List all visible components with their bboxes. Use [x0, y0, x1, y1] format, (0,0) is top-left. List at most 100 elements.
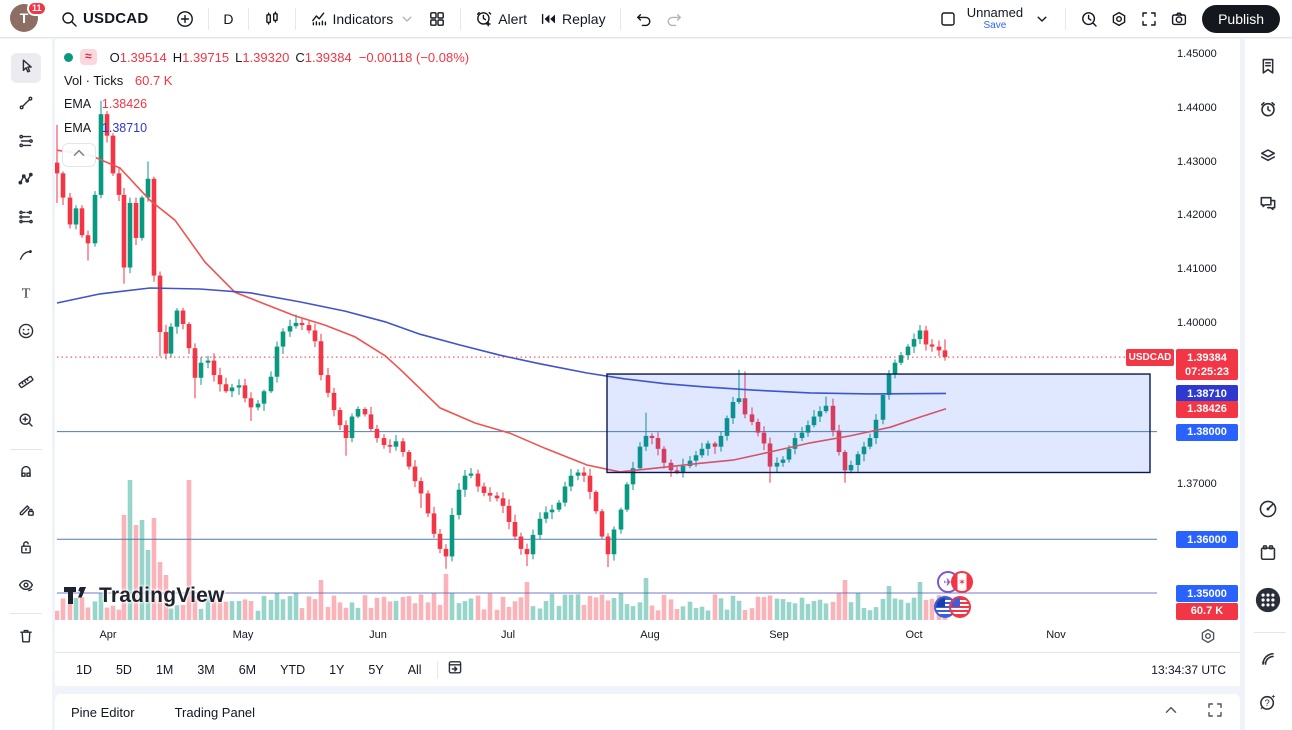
symbol-tag: USDCAD	[1126, 349, 1174, 367]
candlestick-plot[interactable]	[55, 39, 1240, 652]
ema-value: 1.38710	[101, 121, 148, 135]
range-1y-button[interactable]: 1Y	[329, 662, 345, 677]
ohlc-key: L	[235, 49, 243, 65]
redo-icon	[665, 10, 683, 28]
zoom-in-tool[interactable]	[11, 407, 41, 437]
interval-button[interactable]: D	[217, 7, 239, 31]
measure-tool[interactable]	[11, 369, 41, 399]
go-to-date-icon	[446, 658, 464, 681]
ema-rows: EMA 1.38426 EMA 1.38710	[64, 97, 469, 137]
fullscreen-button[interactable]	[1134, 6, 1164, 32]
range-5y-button[interactable]: 5Y	[368, 662, 384, 677]
range-5d-button[interactable]: 5D	[115, 662, 132, 677]
redo-button[interactable]	[659, 6, 689, 32]
sidebar-hotlists-button[interactable]	[1253, 143, 1283, 173]
watchlist-icon	[1258, 56, 1278, 81]
draw-mode-icon	[17, 500, 35, 523]
remove-objects-tool[interactable]	[11, 623, 41, 653]
economic-event-us-flag-icon[interactable]	[949, 596, 971, 618]
symbol-search-button[interactable]: USDCAD	[54, 6, 154, 32]
alert-button[interactable]: Alert	[469, 6, 533, 32]
drawing-toolbar: T	[0, 39, 52, 730]
ema-fast-line[interactable]	[56, 149, 947, 473]
emoji-tool[interactable]	[11, 318, 41, 348]
magnet-icon	[17, 462, 35, 485]
range-3m-button[interactable]: 3M	[197, 662, 215, 677]
undo-button[interactable]	[629, 6, 659, 32]
time-axis-month: Jul	[500, 629, 516, 641]
trend-line-tool[interactable]	[11, 90, 41, 120]
range-6m-button[interactable]: 6M	[238, 662, 257, 677]
text-tool[interactable]: T	[11, 280, 41, 310]
save-link[interactable]: Save	[983, 19, 1007, 31]
chart-settings-button[interactable]	[1104, 6, 1134, 32]
indicator-templates-button[interactable]	[422, 6, 452, 32]
notification-badge: 11	[27, 0, 47, 16]
lock-drawings-tool[interactable]	[11, 534, 41, 564]
tradingview-watermark[interactable]: TradingView	[64, 584, 225, 608]
layout-menu-button[interactable]	[1027, 6, 1057, 32]
ohlc-key: O	[109, 49, 120, 65]
brush-icon	[17, 246, 35, 269]
hide-drawings-tool[interactable]	[11, 572, 41, 602]
calendar-icon	[1258, 543, 1278, 568]
publish-button[interactable]: Publish	[1202, 4, 1280, 33]
chart-type-button[interactable]	[257, 6, 287, 32]
quick-search-icon	[1080, 10, 1098, 28]
range-ytd-button[interactable]: YTD	[280, 662, 306, 677]
bottom-panel: Pine Editor Trading Panel	[55, 694, 1240, 730]
sidebar-help-button[interactable]: ?	[1253, 689, 1283, 719]
divider	[1254, 632, 1286, 633]
price-scale-settings-gear-icon[interactable]	[1199, 627, 1217, 650]
fib-retracement-tool[interactable]	[11, 128, 41, 158]
brush-tool[interactable]	[11, 242, 41, 272]
panel-expand-button[interactable]	[1162, 701, 1180, 724]
divider	[294, 7, 296, 30]
sidebar-calendar-button[interactable]	[1253, 540, 1283, 570]
panel-maximize-button[interactable]	[1206, 701, 1224, 724]
sidebar-watchlist-button[interactable]	[1253, 53, 1283, 83]
sidebar-streams-button[interactable]	[1253, 645, 1283, 675]
snapshot-button[interactable]	[1164, 6, 1194, 32]
sidebar-more-apps-button[interactable]	[1253, 587, 1283, 617]
rectangle-drawing[interactable]	[606, 373, 1151, 474]
indicators-icon	[310, 10, 328, 28]
magnet-tool[interactable]	[11, 458, 41, 488]
search-icon	[60, 10, 78, 28]
streams-icon	[1258, 648, 1278, 673]
sidebar-screener-button[interactable]	[1253, 496, 1283, 526]
projection-icon	[17, 208, 35, 231]
sidebar-alerts-button[interactable]	[1253, 96, 1283, 126]
compare-add-button[interactable]	[170, 6, 200, 32]
layout-save-block[interactable]: Unnamed Save	[963, 6, 1027, 32]
economic-event-canada-flag-icon[interactable]: ✶	[951, 571, 973, 593]
candles-icon	[263, 10, 281, 28]
chart-pane[interactable]	[55, 39, 1240, 686]
time-axis-month: Sep	[769, 629, 789, 641]
layout-select-button[interactable]	[933, 6, 963, 32]
approx-data-icon: ≈	[80, 49, 97, 65]
user-menu[interactable]: T 11	[10, 0, 47, 34]
smiley-icon	[17, 322, 35, 345]
replay-button[interactable]: Replay	[533, 6, 612, 32]
ohlc-value: 1.39715	[182, 49, 230, 65]
indicators-button[interactable]: Indicators	[304, 6, 423, 32]
projection-tool[interactable]	[11, 204, 41, 234]
ema-slow-line[interactable]	[56, 287, 947, 395]
sidebar-chat-button[interactable]	[1253, 190, 1283, 220]
panel-tab-pine-editor[interactable]: Pine Editor	[71, 704, 135, 720]
volume-tag: 60.7 K	[1176, 602, 1238, 620]
range-1m-button[interactable]: 1M	[155, 662, 174, 677]
quick-search-button[interactable]	[1074, 6, 1104, 32]
apps-icon	[1255, 587, 1281, 618]
cursor-tool[interactable]	[11, 53, 41, 83]
panel-tab-trading-panel[interactable]: Trading Panel	[174, 704, 256, 720]
range-1d-button[interactable]: 1D	[76, 662, 92, 677]
pattern-tool[interactable]	[11, 166, 41, 196]
range-all-button[interactable]: All	[407, 662, 422, 677]
ema-row: EMA 1.38710	[64, 121, 469, 137]
drawing-mode-tool[interactable]	[11, 496, 41, 526]
legend-collapse-button[interactable]	[62, 143, 96, 167]
server-clock[interactable]: 13:34:37 UTC	[1151, 662, 1226, 677]
go-to-date-button[interactable]	[446, 658, 464, 681]
